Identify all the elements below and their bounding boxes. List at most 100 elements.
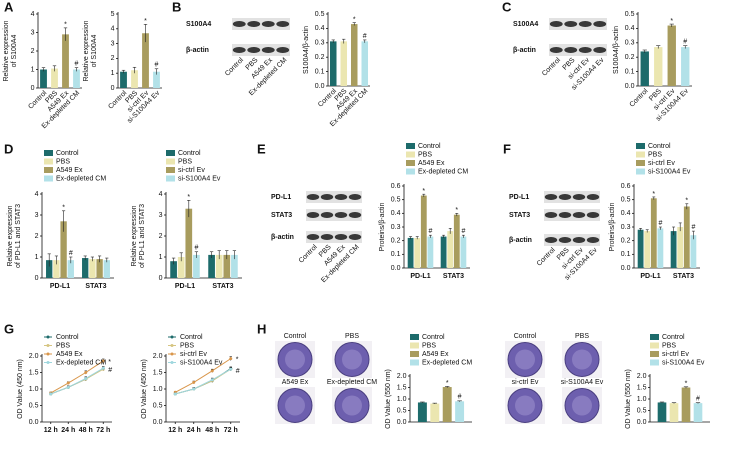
bar [340,41,348,86]
bar [640,51,649,86]
colony-label: A549 Ex [282,379,309,386]
y-tick-label: 0.1 [315,68,325,75]
bar [170,261,177,278]
colony-center [572,395,592,416]
y-tick-label: 0.5 [29,402,39,409]
blot-strip [232,18,290,30]
bar [103,260,110,278]
bar [223,254,231,278]
y-axis-label: Relative expression [7,205,14,266]
panel-letter: G [4,321,14,336]
blot-band [549,47,563,53]
legend-marker [46,335,50,339]
colony-label: Ex-depleted CM [327,379,377,386]
legend-swatch [410,359,419,366]
y-tick-label: 3 [111,40,115,47]
annotation: # [683,39,687,46]
colony-label: PBS [575,333,589,340]
annotation: * [187,194,190,201]
annotation: * [144,18,147,25]
lane-label: Control [536,246,557,267]
bar [231,254,238,278]
bar [142,33,149,88]
y-axis-label: OD Value (550 nm) [385,369,392,429]
blot-band [334,194,348,200]
blot-band [232,47,246,53]
y-tick-label: 4 [35,191,39,198]
point [66,381,70,385]
y-tick-label: 0.2 [621,238,631,245]
band-label: STAT3 [271,212,292,219]
legend-swatch [410,334,419,340]
annotation: * [353,16,356,23]
y-tick-label: 2.0 [153,353,163,360]
legend-marker [46,352,50,356]
y-tick-label: 1.5 [29,369,39,376]
legend-swatch [166,150,175,156]
y-tick-label: 2 [35,233,39,240]
y-tick-label: 1 [111,70,115,77]
blot-band [544,194,558,200]
blot-band [558,237,572,243]
x-tick-label: 72 h [224,427,238,434]
lane-label: Control [298,243,319,264]
blot-strip [544,209,600,221]
blot-strip [306,231,362,243]
legend-marker [170,344,174,347]
y-tick-label: 1.5 [153,369,163,376]
blot-band [544,237,558,243]
legend-label: A549 Ex [422,351,449,358]
bar [460,236,467,268]
bar [650,198,657,268]
band-label: STAT3 [509,212,530,219]
blot-band [572,237,586,243]
annotation: # [461,228,465,235]
legend-swatch [410,351,419,357]
bar [637,229,644,268]
blot-strip [306,209,362,221]
y-tick-label: 0.1 [621,251,631,258]
legend-label: PBS [422,342,436,349]
y-tick-label: 1.0 [29,386,39,393]
blot-band [593,47,607,53]
blot-band [320,194,334,200]
annotation: * [236,356,239,363]
legend-label: Ex-depleted CM [422,359,472,366]
y-tick-label: 0.0 [621,265,631,272]
legend-label: Control [662,334,685,341]
blot-band [247,47,261,53]
colony-center [572,349,592,370]
panel-letter: F [503,141,511,156]
point [192,387,196,391]
bar [215,254,223,278]
bar [131,70,138,88]
x-tick-label: STAT3 [212,283,233,290]
bar [82,258,89,278]
bar [453,214,460,268]
bar [208,254,215,278]
legend-swatch [406,168,415,175]
legend-label: PBS [662,342,676,349]
series-line [50,360,104,394]
y-tick-label: 0.4 [621,210,631,217]
bar [60,221,67,278]
y-tick-label: 2.0 [637,373,647,380]
colony-center [285,349,305,370]
legend-swatch [44,150,53,156]
blot-band [549,21,563,27]
y-tick-label: 1.0 [153,386,163,393]
bar [120,71,127,88]
series-line [175,368,232,395]
bar [350,24,358,86]
bar [193,254,200,278]
bar [329,41,337,86]
y-tick-label: 0.3 [625,40,635,47]
y-axis-label: Proteins/β-actin [379,203,386,252]
y-tick-label: 0.0 [391,265,401,272]
annotation: * [670,18,673,25]
blot-band [348,194,362,200]
y-tick-label: 2 [111,55,115,62]
x-tick-label: 72 h [96,427,110,434]
y-tick-label: 0.4 [391,210,401,217]
x-tick-label: 48 h [79,427,93,434]
